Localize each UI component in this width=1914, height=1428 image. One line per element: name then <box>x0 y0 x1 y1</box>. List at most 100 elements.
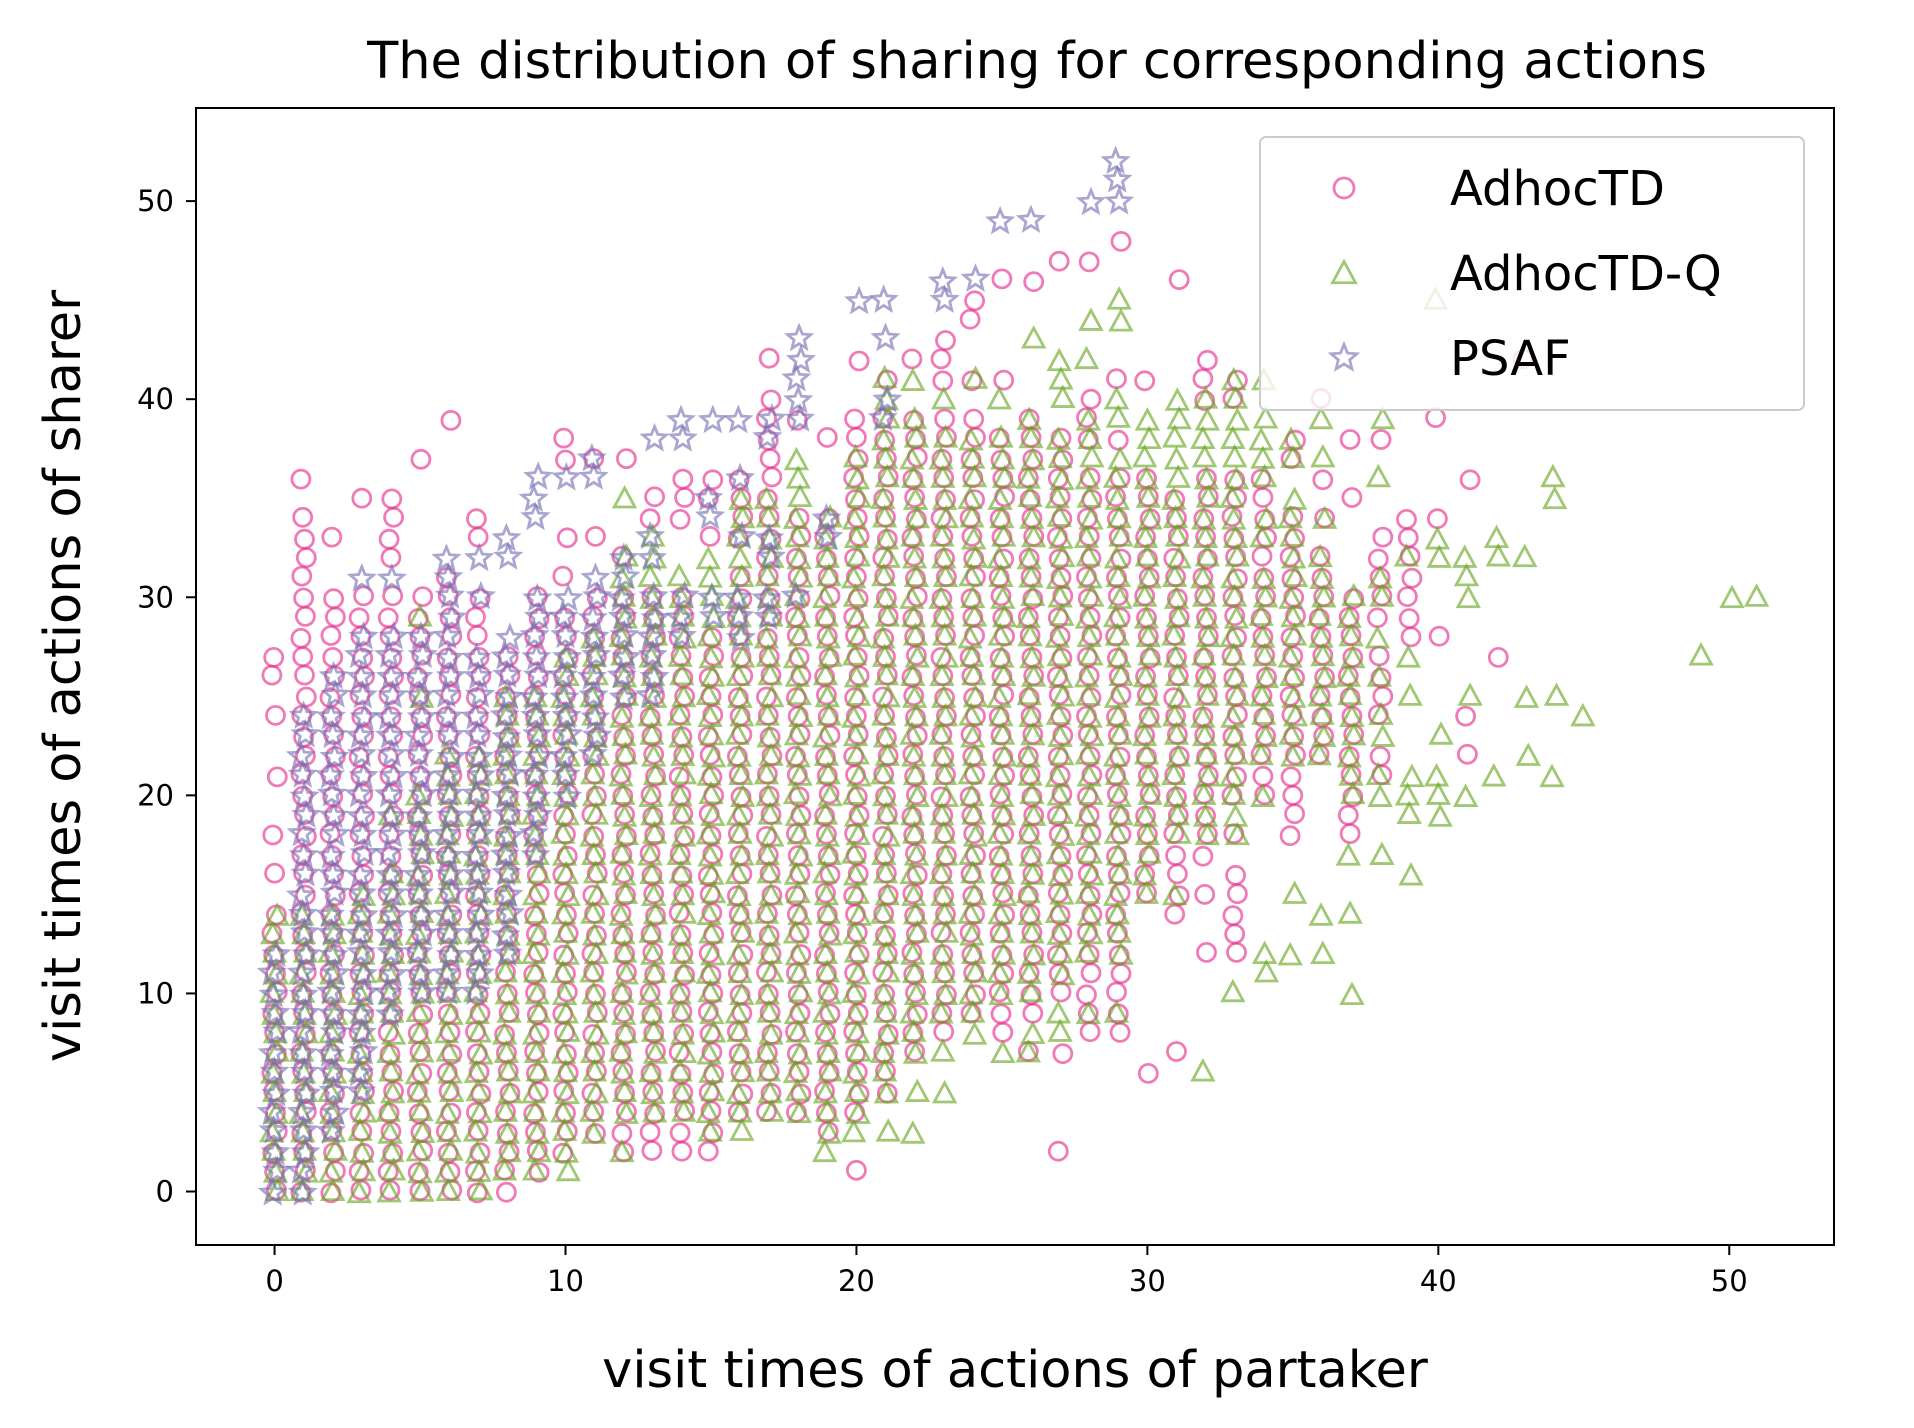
data-point-star <box>464 877 495 906</box>
data-point-circle <box>291 565 313 587</box>
data-point-triangle <box>1365 761 1392 786</box>
data-point-triangle <box>1136 704 1162 728</box>
data-point-triangle <box>1048 939 1074 964</box>
data-point-triangle <box>990 1039 1016 1064</box>
data-point-star <box>405 899 436 929</box>
data-point-triangle <box>901 1018 927 1042</box>
data-point-triangle <box>1219 484 1245 508</box>
data-point-triangle <box>1195 484 1221 508</box>
data-point-triangle <box>468 762 494 786</box>
data-point-triangle <box>463 920 490 944</box>
data-point-triangle <box>928 721 954 745</box>
data-point-circle <box>262 824 284 846</box>
data-point-triangle <box>695 681 721 706</box>
data-point-star <box>491 857 522 886</box>
data-point-circle <box>1197 349 1218 371</box>
data-point-triangle <box>759 958 785 983</box>
data-point-triangle <box>1106 919 1132 943</box>
data-point-star <box>261 938 292 968</box>
data-point-triangle <box>1137 506 1163 530</box>
data-point-triangle <box>554 941 580 965</box>
data-point-triangle <box>1104 622 1131 646</box>
data-point-triangle <box>990 721 1016 745</box>
data-point-triangle <box>991 523 1017 547</box>
data-point-triangle <box>1164 662 1191 686</box>
data-point-star <box>373 837 404 867</box>
data-point-triangle <box>1018 978 1044 1003</box>
data-point-triangle <box>961 881 988 906</box>
data-point-star <box>345 1075 377 1105</box>
data-point-triangle <box>1079 722 1105 747</box>
data-point-triangle <box>641 959 668 984</box>
data-point-triangle <box>1019 780 1045 805</box>
data-point-circle <box>320 625 342 646</box>
data-point-star <box>580 701 611 731</box>
data-point-triangle <box>988 563 1014 587</box>
data-point-circle <box>1134 370 1156 392</box>
data-point-triangle <box>1050 384 1076 408</box>
data-point-triangle <box>468 1176 494 1201</box>
data-point-star <box>407 639 438 669</box>
data-point-triangle <box>1278 721 1304 745</box>
data-point-star <box>578 461 609 490</box>
data-point-star <box>373 701 404 731</box>
data-point-triangle <box>264 902 290 926</box>
data-point-triangle <box>900 662 926 686</box>
data-point-star <box>344 639 375 669</box>
data-point-triangle <box>1222 385 1249 409</box>
data-point-triangle <box>1393 542 1420 567</box>
data-point-triangle <box>1280 743 1306 767</box>
data-point-triangle <box>700 743 727 768</box>
data-point-star <box>639 661 670 690</box>
data-point-triangle <box>550 959 576 984</box>
data-point-triangle <box>1049 741 1075 766</box>
data-point-circle <box>758 347 780 369</box>
data-point-triangle <box>526 1138 552 1163</box>
data-point-triangle <box>1049 602 1075 626</box>
data-point-triangle <box>1253 505 1280 529</box>
data-point-star <box>318 660 349 690</box>
data-point-circle <box>1339 429 1361 450</box>
data-point-star <box>375 859 406 889</box>
data-point-circle <box>641 1140 663 1161</box>
data-point-circle <box>1168 269 1190 291</box>
data-point-triangle <box>1079 583 1105 607</box>
data-point-triangle <box>1161 622 1187 646</box>
data-point-triangle <box>933 919 960 943</box>
data-point-triangle <box>1078 781 1104 805</box>
data-point-triangle <box>1455 584 1482 609</box>
data-point-triangle <box>960 999 986 1023</box>
data-point-triangle <box>378 1057 404 1082</box>
data-point-circle <box>906 1004 928 1025</box>
data-point-triangle <box>1306 741 1332 766</box>
data-point-star <box>405 620 436 650</box>
data-point-triangle <box>753 760 780 785</box>
data-point-triangle <box>1133 880 1160 904</box>
data-point-star <box>519 759 550 788</box>
data-point-star <box>316 778 347 807</box>
data-point-triangle <box>609 1138 635 1163</box>
data-point-triangle <box>1308 405 1334 430</box>
data-point-star <box>345 800 377 830</box>
data-point-star <box>811 502 842 532</box>
data-point-triangle <box>1307 543 1333 568</box>
data-point-triangle <box>931 622 958 646</box>
data-point-triangle <box>986 385 1012 410</box>
data-point-star <box>290 997 321 1027</box>
data-point-triangle <box>466 879 492 904</box>
data-point-star <box>784 322 815 352</box>
data-point-triangle <box>1688 641 1714 666</box>
data-point-triangle <box>874 1021 901 1045</box>
data-point-star <box>492 659 523 688</box>
data-point-star <box>462 858 493 888</box>
data-point-star <box>550 619 581 649</box>
data-point-triangle <box>960 859 986 884</box>
data-point-triangle <box>816 980 842 1005</box>
data-point-circle <box>671 1140 693 1162</box>
data-point-circle <box>410 448 432 470</box>
data-point-star <box>606 660 637 689</box>
data-point-triangle <box>641 684 668 708</box>
data-point-triangle <box>729 702 755 727</box>
data-point-star <box>407 778 438 808</box>
